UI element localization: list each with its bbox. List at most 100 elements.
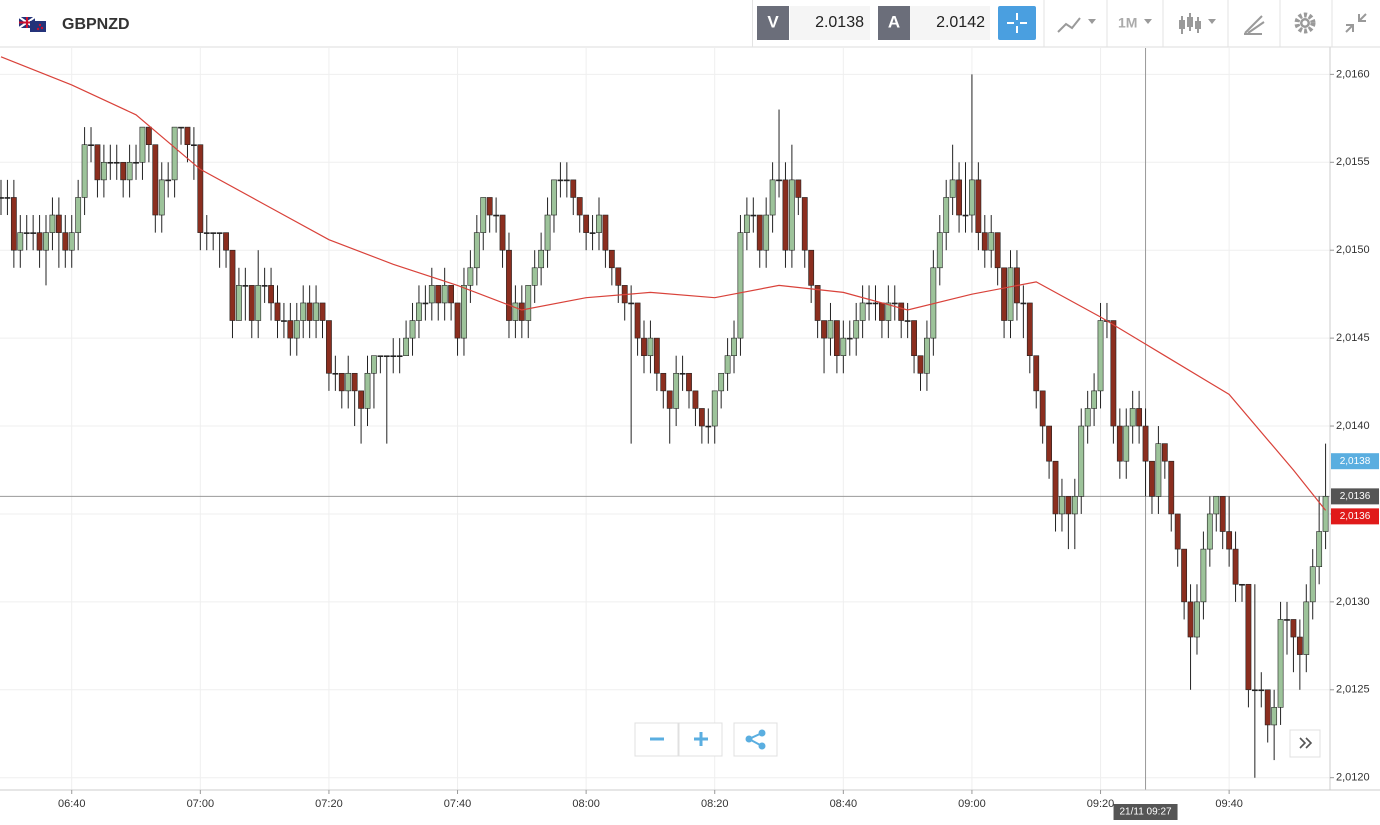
candle-body — [75, 197, 82, 233]
candle-body — [557, 179, 564, 182]
chart-type-button[interactable] — [1179, 13, 1216, 34]
candle-body — [718, 372, 725, 392]
zoom-in-button[interactable] — [678, 722, 723, 757]
candle-body — [531, 267, 538, 286]
candle-body — [1206, 513, 1213, 550]
candle-body — [981, 232, 988, 251]
candle-body — [1316, 531, 1323, 567]
candle-body — [88, 144, 94, 147]
candle-body — [647, 337, 654, 357]
candle-body — [1136, 408, 1143, 427]
candle-body — [81, 144, 88, 198]
candle-body — [576, 197, 583, 216]
candle-body — [962, 214, 969, 217]
candle-body — [936, 232, 943, 269]
candle-body — [203, 232, 210, 234]
y-tick-label: 2,0120 — [1336, 772, 1370, 784]
candle-body — [756, 214, 763, 251]
candle-body — [1258, 689, 1265, 692]
scroll-right-button[interactable] — [1289, 729, 1321, 758]
y-tick-label: 2,0145 — [1336, 332, 1370, 344]
ask-price: 2.0142 — [936, 14, 985, 31]
candle-body — [274, 302, 281, 321]
price-label-box — [1331, 453, 1379, 470]
candle-body — [1174, 513, 1181, 550]
x-tick-label: 06:40 — [58, 798, 86, 810]
candle-body — [602, 214, 609, 251]
timeframe: 1M — [1118, 15, 1137, 31]
candle-body — [1161, 443, 1168, 462]
indicator-button[interactable] — [1057, 17, 1096, 33]
toolbar-dividers — [1043, 0, 1333, 47]
candle-body — [100, 161, 107, 181]
candle-body — [544, 214, 551, 251]
candle-body — [94, 144, 101, 181]
candle-body — [441, 285, 448, 304]
candle-body — [171, 126, 178, 181]
candle-body — [1213, 496, 1220, 515]
ask-box[interactable] — [910, 6, 990, 40]
bid-tag-box[interactable] — [757, 6, 789, 40]
candle-body — [351, 372, 358, 392]
candle-body — [1129, 408, 1136, 427]
candle-body — [1046, 425, 1052, 462]
candle-body — [1071, 496, 1078, 515]
collapse-button[interactable] — [1345, 13, 1367, 33]
bid-box[interactable] — [790, 6, 870, 40]
timeframe-button[interactable]: 1M — [1118, 15, 1152, 31]
candle-body — [653, 337, 660, 374]
candle-body — [763, 214, 770, 251]
candle-body — [1168, 460, 1175, 515]
candle-body — [750, 214, 757, 217]
crosshair-time-box — [1113, 804, 1178, 820]
candle-body — [332, 372, 339, 375]
candle-body — [36, 232, 43, 251]
divider — [752, 0, 753, 47]
crosshair-button[interactable] — [998, 6, 1036, 40]
candle-body — [879, 302, 885, 321]
candle-body — [152, 144, 159, 216]
zoom-out-button[interactable] — [634, 722, 679, 757]
candle-body — [1155, 443, 1162, 497]
candle-body — [821, 320, 827, 339]
moving-average — [0, 56, 1327, 511]
candle-body — [416, 302, 422, 321]
candle-body — [499, 214, 506, 251]
draw-button[interactable] — [1244, 15, 1265, 35]
candle-body — [390, 355, 397, 358]
candle-body — [345, 372, 352, 392]
candle-body — [293, 320, 300, 339]
settings-button[interactable] — [1294, 12, 1316, 34]
candle-body — [158, 179, 165, 216]
candle-body — [872, 302, 879, 305]
candle-body — [698, 408, 705, 427]
candle-body — [1284, 619, 1290, 621]
crosshair-price-label: 2,0136 — [1340, 491, 1371, 502]
candle-body — [0, 197, 4, 199]
candle-body — [1251, 689, 1258, 692]
candle-body — [371, 355, 377, 374]
candle-body — [853, 320, 860, 339]
candle-body — [248, 285, 255, 321]
candle-body — [1194, 601, 1200, 638]
candle-body — [924, 337, 930, 374]
x-tick-label: 09:20 — [1087, 798, 1115, 810]
candle-body — [885, 302, 892, 321]
candle-body — [1264, 689, 1271, 726]
candle-body — [1322, 496, 1329, 532]
candle-body — [949, 179, 956, 198]
candle-body — [673, 372, 680, 409]
candle-body — [724, 355, 731, 374]
candle-body — [743, 214, 750, 233]
ask-tag-box[interactable] — [878, 6, 910, 40]
x-tick-label: 07:20 — [315, 798, 343, 810]
candle-body — [1181, 548, 1188, 603]
share-button[interactable] — [733, 722, 778, 757]
candle-body — [197, 144, 204, 233]
candle-body — [1110, 320, 1117, 427]
candle-body — [898, 302, 905, 321]
candle-body — [281, 320, 287, 322]
candle-body — [988, 232, 995, 251]
y-tick-label: 2,0125 — [1336, 684, 1370, 696]
candle-body — [107, 161, 114, 164]
